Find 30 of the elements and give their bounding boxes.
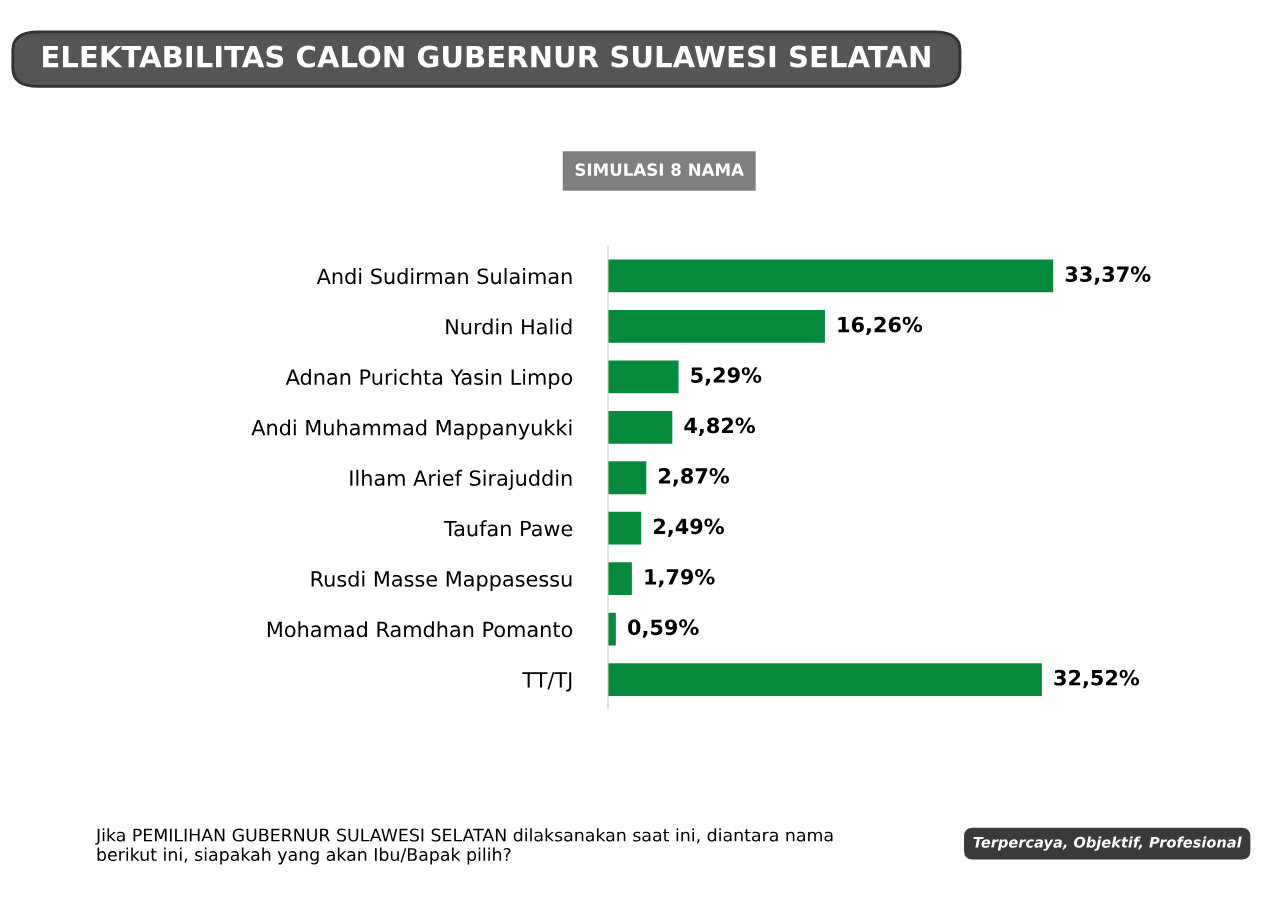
data-label: 16,26%	[838, 316, 923, 336]
data-label: 4,82%	[684, 417, 756, 437]
y-tick-label: Andi Sudirman Sulaiman	[316, 268, 572, 285]
data-label: 2,87%	[659, 468, 730, 487]
bar	[608, 461, 647, 495]
data-label: 1,79%	[645, 568, 715, 588]
data-label: 2,49%	[653, 518, 724, 537]
text: Terpercaya, Objektif, Profesional	[973, 836, 1242, 851]
y-tick-label: Andi Muhammad Mappanyukki	[251, 419, 572, 440]
bar	[608, 360, 679, 394]
y-tick-label: TT/TJ	[522, 672, 572, 692]
chart-title: ELEKTABILITAS CALON GUBERNUR SULAWESI SELATAN	[43, 45, 930, 68]
y-tick-label: Rusdi Masse Mappasessu	[311, 570, 572, 591]
data-label: 0,59%	[627, 619, 699, 638]
bar	[608, 259, 1054, 293]
bar	[608, 663, 1042, 696]
data-label: 33,37%	[1065, 266, 1151, 285]
y-tick-label: Ilham Arief Sirajuddin	[350, 469, 572, 490]
bar	[608, 511, 642, 545]
chart-subtitle: SIMULASI 8 NAMA	[575, 163, 744, 176]
data-label: 32,52%	[1054, 669, 1140, 689]
y-tick-label: Mohamad Ramdhan Pomanto	[267, 621, 573, 638]
data-label: 5,29%	[691, 367, 762, 386]
y-tick-label: Nurdin Halid	[446, 318, 572, 335]
text: Jika PEMILIHAN GUBERNUR SULAWESI SELATAN dilaksanakan saat ini, diantara nama berikut ini, siapakah yang akan Ibu/Bapak pilih?	[95, 828, 833, 865]
bar	[608, 562, 632, 596]
y-tick-label: Adnan Purichta Yasin Limpo	[285, 368, 573, 390]
y-tick-label: Taufan Pawe	[443, 520, 573, 537]
bar	[608, 310, 825, 343]
bar	[608, 410, 673, 444]
